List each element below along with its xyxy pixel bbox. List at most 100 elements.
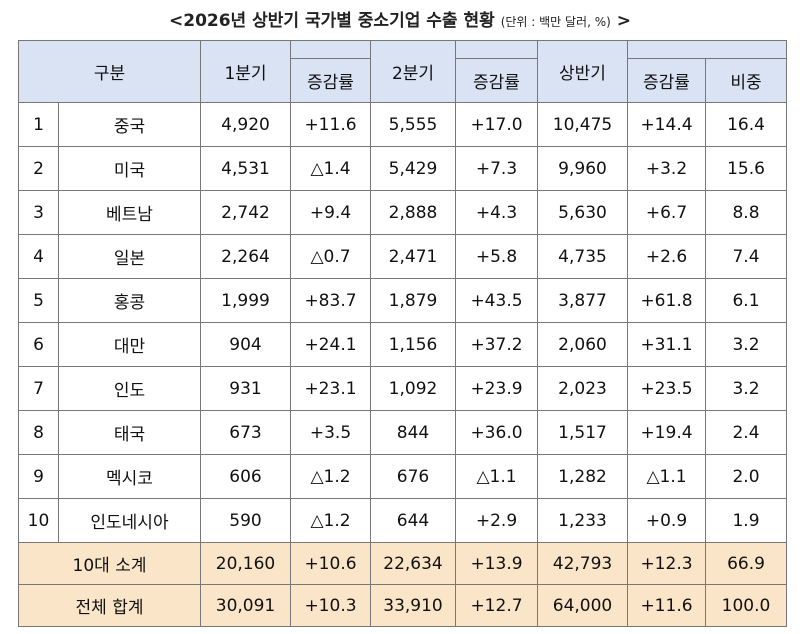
table-cell: 9 — [18, 454, 59, 499]
table-cell: 홍콩 — [58, 278, 201, 323]
total-cell: 42,793 — [537, 542, 628, 585]
table-cell: +19.4 — [627, 410, 706, 455]
table-cell: 2,023 — [537, 366, 628, 411]
table-cell: △1.1 — [455, 454, 538, 499]
table-cell: +43.5 — [455, 278, 538, 323]
title-close: > — [616, 11, 631, 31]
table-cell: 1,517 — [537, 410, 628, 455]
table-cell: 일본 — [58, 234, 201, 279]
table-cell: 1,282 — [537, 454, 628, 499]
table-cell: 3.2 — [705, 322, 787, 367]
table-cell: 4,735 — [537, 234, 628, 279]
header-cell: 비중 — [705, 58, 787, 103]
table-cell: 3.2 — [705, 366, 787, 411]
table-cell: 676 — [370, 454, 456, 499]
table-cell: +17.0 — [455, 102, 538, 147]
total-cell: 64,000 — [537, 584, 628, 627]
table-cell: 1 — [18, 102, 59, 147]
table-cell: 5,555 — [370, 102, 456, 147]
table-cell: +6.7 — [627, 190, 706, 235]
total-cell: 33,910 — [370, 584, 456, 627]
table-cell: 2.0 — [705, 454, 787, 499]
table-cell: +9.4 — [290, 190, 371, 235]
header-cell: 구분 — [18, 40, 201, 103]
header-band — [627, 40, 787, 59]
table-cell: +5.8 — [455, 234, 538, 279]
total-cell: 100.0 — [705, 584, 787, 627]
total-cell: +10.3 — [290, 584, 371, 627]
table-cell: 644 — [370, 498, 456, 543]
total-cell: +10.6 — [290, 542, 371, 585]
table-cell: 2,060 — [537, 322, 628, 367]
total-cell: +11.6 — [627, 584, 706, 627]
total-cell: 10대 소계 — [18, 542, 201, 585]
table-cell: 미국 — [58, 146, 201, 191]
header-cell: 1분기 — [200, 40, 291, 103]
table-cell: 844 — [370, 410, 456, 455]
table-cell: △1.1 — [627, 454, 706, 499]
table-cell: △0.7 — [290, 234, 371, 279]
table-cell: +3.5 — [290, 410, 371, 455]
header-band — [455, 40, 538, 59]
header-cell: 증감률 — [627, 58, 706, 103]
table-cell: 904 — [200, 322, 291, 367]
total-cell: +13.9 — [455, 542, 538, 585]
table-cell: 5,429 — [370, 146, 456, 191]
table-cell: 7 — [18, 366, 59, 411]
table-cell: 7.4 — [705, 234, 787, 279]
table-cell: △1.2 — [290, 498, 371, 543]
table-cell: 590 — [200, 498, 291, 543]
table-cell: 인도 — [58, 366, 201, 411]
table-cell: 2,264 — [200, 234, 291, 279]
table-cell: 606 — [200, 454, 291, 499]
table-cell: 6.1 — [705, 278, 787, 323]
table-cell: +14.4 — [627, 102, 706, 147]
table-cell: 3,877 — [537, 278, 628, 323]
table-cell: 베트남 — [58, 190, 201, 235]
table-cell: 1,233 — [537, 498, 628, 543]
table-cell: +23.1 — [290, 366, 371, 411]
table-cell: +31.1 — [627, 322, 706, 367]
table-cell: 10 — [18, 498, 59, 543]
table-cell: +83.7 — [290, 278, 371, 323]
table-cell: 8.8 — [705, 190, 787, 235]
header-cell: 증감률 — [290, 58, 371, 103]
table-cell: +23.5 — [627, 366, 706, 411]
table-cell: 10,475 — [537, 102, 628, 147]
table-cell: +7.3 — [455, 146, 538, 191]
table-cell: 673 — [200, 410, 291, 455]
total-cell: +12.3 — [627, 542, 706, 585]
table-cell: +36.0 — [455, 410, 538, 455]
total-cell: 20,160 — [200, 542, 291, 585]
table-cell: 중국 — [58, 102, 201, 147]
table-cell: 5 — [18, 278, 59, 323]
table-cell: 2,888 — [370, 190, 456, 235]
total-cell: +12.7 — [455, 584, 538, 627]
table-cell: 인도네시아 — [58, 498, 201, 543]
title: <2026년 상반기 국가별 중소기업 수출 현황 (단위 : 백만 달러, %… — [0, 6, 800, 31]
table-cell: +23.9 — [455, 366, 538, 411]
title-main: <2026년 상반기 국가별 중소기업 수출 현황 — [169, 11, 495, 31]
table-cell: △1.4 — [290, 146, 371, 191]
table-cell: +3.2 — [627, 146, 706, 191]
table-cell: 1,999 — [200, 278, 291, 323]
table-cell: 16.4 — [705, 102, 787, 147]
header-band — [290, 40, 371, 59]
title-unit: (단위 : 백만 달러, %) — [500, 15, 611, 29]
table-cell: 3 — [18, 190, 59, 235]
table-cell: 9,960 — [537, 146, 628, 191]
table-cell: +4.3 — [455, 190, 538, 235]
total-cell: 22,634 — [370, 542, 456, 585]
header-cell: 2분기 — [370, 40, 456, 103]
table-cell: 4,531 — [200, 146, 291, 191]
table-cell: 대만 — [58, 322, 201, 367]
table-cell: 15.6 — [705, 146, 787, 191]
table-cell: 2.4 — [705, 410, 787, 455]
table-cell: +2.6 — [627, 234, 706, 279]
table-cell: △1.2 — [290, 454, 371, 499]
table-cell: 5,630 — [537, 190, 628, 235]
total-cell: 전체 합계 — [18, 584, 201, 627]
total-cell: 30,091 — [200, 584, 291, 627]
table-cell: 2 — [18, 146, 59, 191]
